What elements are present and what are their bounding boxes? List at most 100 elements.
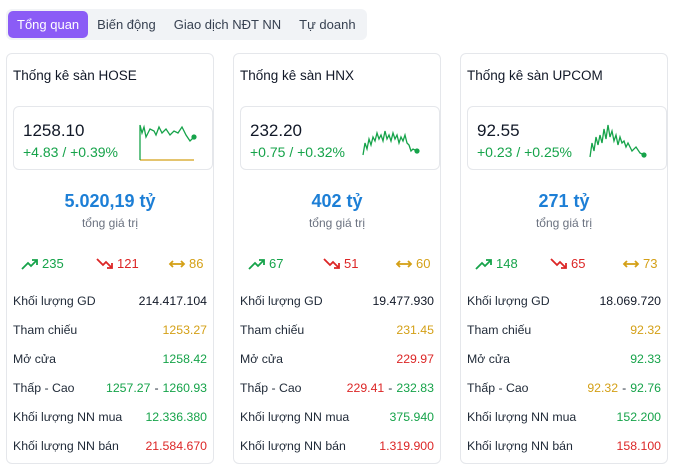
- foreign-buy-label: Khối lượng NN mua: [13, 409, 123, 424]
- foreign-buy-value: 12.336.380: [145, 409, 207, 424]
- market-breadth: 235 121 86: [13, 256, 211, 274]
- market-breadth: 148 65 73: [467, 256, 665, 274]
- volume-value: 19.477.930: [372, 293, 434, 308]
- declines-count: 121: [117, 256, 139, 271]
- row-foreign-sell: Khối lượng NN bán 21.584.670: [13, 431, 207, 460]
- ref-value: 1253.27: [162, 322, 207, 337]
- total-value: 402 tỷ: [311, 191, 363, 211]
- index-price: 1258.10: [23, 121, 85, 140]
- row-foreign-buy: Khối lượng NN mua 375.940: [240, 402, 434, 431]
- mini-chart-box[interactable]: 92.55 +0.23 / +0.25%: [467, 106, 667, 170]
- row-foreign-sell: Khối lượng NN bán 1.319.900: [240, 431, 434, 460]
- advances: 67: [248, 256, 283, 271]
- row-range: Thấp - Cao 229.41-232.83: [240, 373, 434, 402]
- open-value: 229.97: [396, 351, 434, 366]
- row-range: Thấp - Cao 1257.27-1260.93: [13, 373, 207, 402]
- volume-label: Khối lượng GD: [240, 293, 323, 308]
- trend-down-icon: [96, 257, 113, 269]
- index-price: 92.55: [477, 121, 520, 140]
- trend-down-icon: [550, 257, 567, 269]
- foreign-buy-value: 375.940: [389, 409, 434, 424]
- tab-proprietary[interactable]: Tự doanh: [299, 17, 356, 32]
- foreign-sell-value: 1.319.900: [379, 438, 434, 453]
- row-open: Mở cửa 1258.42: [13, 344, 207, 373]
- index-change: +0.23 / +0.25%: [477, 144, 572, 160]
- stats-list: Khối lượng GD 214.417.104 Tham chiếu 1253.…: [13, 286, 207, 460]
- trend-up-icon: [21, 258, 38, 270]
- card-title: Thống kê sàn HOSE: [13, 68, 137, 83]
- tab-foreign-trading[interactable]: Giao dịch NĐT NN: [173, 17, 282, 32]
- index-change: +0.75 / +0.32%: [250, 144, 345, 160]
- unchanged: 86: [168, 256, 203, 271]
- sparkline-chart: [139, 124, 197, 161]
- row-foreign-sell: Khối lượng NN bán 158.100: [467, 431, 661, 460]
- range-separator: -: [154, 380, 159, 395]
- tab-overview[interactable]: Tổng quan: [8, 11, 89, 38]
- index-price: 232.20: [250, 121, 302, 140]
- declines-count: 51: [344, 256, 359, 271]
- mini-chart-box[interactable]: 232.20 +0.75 / +0.32%: [240, 106, 440, 170]
- arrows-horizontal-icon: [168, 259, 186, 268]
- foreign-buy-label: Khối lượng NN mua: [240, 409, 350, 424]
- arrows-horizontal-icon: [395, 259, 413, 268]
- volume-value: 18.069.720: [599, 293, 661, 308]
- open-label: Mở cửa: [13, 351, 56, 366]
- declines: 51: [323, 256, 358, 271]
- trend-up-icon: [248, 258, 265, 270]
- advances: 235: [21, 256, 64, 271]
- row-ref: Tham chiếu 1253.27: [13, 315, 207, 344]
- total-value-label: tổng giá trị: [308, 216, 366, 230]
- total-value-label: tổng giá trị: [535, 216, 593, 230]
- open-label: Mở cửa: [467, 351, 510, 366]
- advances-count: 67: [269, 256, 284, 271]
- ref-label: Tham chiếu: [467, 322, 532, 337]
- row-volume: Khối lượng GD 19.477.930: [240, 286, 434, 315]
- foreign-sell-value: 158.100: [616, 438, 661, 453]
- foreign-buy-label: Khối lượng NN mua: [467, 409, 577, 424]
- row-foreign-buy: Khối lượng NN mua 12.336.380: [13, 402, 207, 431]
- unchanged-count: 73: [643, 256, 658, 271]
- arrows-horizontal-icon: [622, 259, 640, 268]
- declines: 65: [550, 256, 585, 271]
- range-separator: -: [622, 380, 627, 395]
- total-value: 271 tỷ: [538, 191, 590, 211]
- declines-count: 65: [571, 256, 586, 271]
- ref-value: 231.45: [396, 322, 434, 337]
- advances-count: 148: [496, 256, 518, 271]
- row-open: Mở cửa 229.97: [240, 344, 434, 373]
- trend-down-icon: [323, 257, 340, 269]
- stats-list: Khối lượng GD 19.477.930 Tham chiếu 231.45…: [240, 286, 434, 460]
- row-open: Mở cửa 92.33: [467, 344, 661, 373]
- ref-value: 92.32: [630, 322, 661, 337]
- volume-label: Khối lượng GD: [13, 293, 96, 308]
- card-hnx: Thống kê sàn HNX 232.20 +0.75 / +0.32% 4…: [233, 53, 441, 464]
- open-label: Mở cửa: [240, 351, 283, 366]
- row-ref: Tham chiếu 92.32: [467, 315, 661, 344]
- foreign-sell-label: Khối lượng NN bán: [467, 438, 573, 453]
- unchanged: 73: [622, 256, 657, 271]
- unchanged-count: 86: [189, 256, 204, 271]
- row-range: Thấp - Cao 92.32-92.76: [467, 373, 661, 402]
- open-value: 92.33: [630, 351, 661, 366]
- range-label: Thấp - Cao: [467, 380, 529, 395]
- ref-label: Tham chiếu: [13, 322, 78, 337]
- low-value: 1257.27: [105, 380, 151, 395]
- foreign-sell-label: Khối lượng NN bán: [240, 438, 346, 453]
- unchanged-count: 60: [416, 256, 431, 271]
- sparkline-chart: [362, 130, 420, 156]
- card-title: Thống kê sàn HNX: [240, 68, 355, 83]
- row-volume: Khối lượng GD 214.417.104: [13, 286, 207, 315]
- declines: 121: [96, 256, 139, 271]
- range-label: Thấp - Cao: [13, 380, 75, 395]
- tab-fluctuation[interactable]: Biến động: [97, 17, 156, 32]
- ref-label: Tham chiếu: [240, 322, 305, 337]
- mini-chart-box[interactable]: 1258.10 +4.83 / +0.39%: [13, 106, 213, 170]
- total-value-label: tổng giá trị: [81, 216, 139, 230]
- foreign-sell-value: 21.584.670: [145, 438, 207, 453]
- advances-count: 235: [42, 256, 64, 271]
- row-volume: Khối lượng GD 18.069.720: [467, 286, 661, 315]
- tab-bar: Tổng quan Biến động Giao dịch NĐT NN Tự …: [6, 9, 367, 40]
- high-value: 1260.93: [162, 380, 207, 395]
- unchanged: 60: [395, 256, 430, 271]
- trend-up-icon: [475, 258, 492, 270]
